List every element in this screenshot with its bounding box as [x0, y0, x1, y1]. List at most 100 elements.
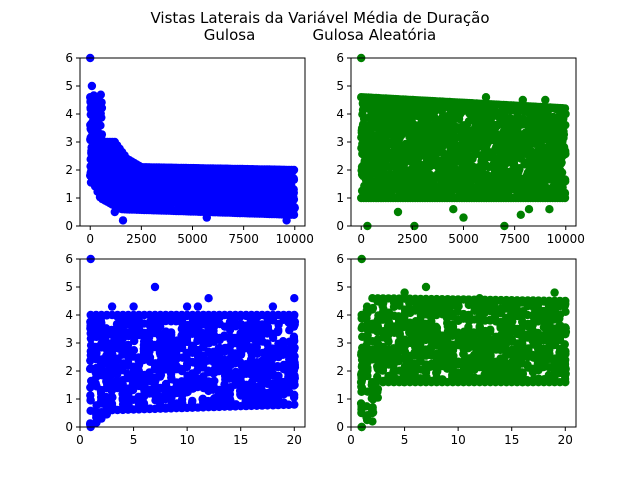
data-point — [90, 176, 100, 185]
data-point — [108, 393, 117, 402]
data-point — [225, 394, 234, 403]
x-tick-label: 0 — [357, 232, 365, 246]
data-point — [290, 400, 299, 409]
data-point — [556, 159, 566, 168]
y-tick-label: 1 — [65, 191, 73, 205]
data-point — [104, 157, 114, 166]
data-point — [429, 140, 439, 149]
data-point — [471, 146, 480, 155]
data-point — [91, 379, 100, 388]
data-point — [400, 123, 409, 133]
data-point — [422, 112, 431, 121]
y-tick-label: 1 — [336, 191, 344, 205]
data-point — [90, 109, 99, 119]
data-point — [177, 192, 186, 202]
data-point — [87, 167, 96, 177]
y-tick-label: 3 — [336, 135, 344, 149]
data-point — [558, 174, 568, 183]
y-tick-label: 4 — [65, 308, 73, 322]
data-point — [237, 191, 247, 200]
y-tick-label: 5 — [65, 280, 73, 294]
data-point — [408, 142, 417, 151]
data-point — [438, 148, 448, 157]
data-point — [432, 161, 442, 171]
y-tick-label: 0 — [336, 219, 344, 233]
x-tick-label: 10000 — [547, 232, 585, 246]
data-point — [357, 133, 366, 142]
data-point — [455, 133, 465, 142]
y-tick-label: 0 — [65, 420, 73, 434]
data-point — [393, 207, 403, 217]
x-tick-label: 7500 — [499, 232, 530, 246]
data-point — [118, 216, 128, 225]
data-point — [259, 194, 268, 203]
data-point — [290, 310, 299, 320]
data-point — [118, 163, 128, 172]
data-point — [94, 121, 103, 130]
data-point — [192, 184, 202, 193]
data-point — [421, 165, 430, 174]
data-point — [454, 123, 463, 133]
figure-subtitle: Gulosa Gulosa Aleatória — [203, 26, 437, 44]
y-tick-label: 1 — [65, 392, 73, 406]
data-point — [407, 127, 416, 136]
data-point — [290, 390, 299, 399]
data-point — [504, 119, 514, 128]
data-point — [278, 177, 288, 186]
x-tick-label: 10000 — [276, 232, 314, 246]
data-point — [559, 147, 569, 156]
data-point — [552, 181, 562, 190]
data-point — [393, 172, 403, 181]
data-point — [459, 163, 468, 173]
data-point — [176, 175, 186, 184]
data-point — [428, 131, 437, 140]
data-point — [391, 110, 400, 119]
data-point — [167, 330, 176, 339]
data-point — [110, 207, 120, 217]
data-point — [376, 168, 385, 177]
data-point — [552, 172, 561, 181]
data-point — [404, 150, 413, 159]
data-point — [459, 156, 468, 166]
data-point — [445, 165, 454, 175]
points-bottom-left — [85, 254, 300, 432]
data-point — [251, 186, 260, 195]
data-point — [558, 129, 567, 138]
data-point — [185, 189, 194, 198]
data-point — [516, 154, 525, 163]
data-point — [408, 158, 418, 168]
data-point — [262, 339, 272, 348]
data-point — [289, 165, 299, 175]
data-point — [182, 302, 192, 311]
data-point — [193, 174, 202, 184]
y-tick-label: 6 — [65, 51, 73, 65]
data-point — [541, 95, 550, 105]
data-point — [289, 381, 299, 390]
y-tick-label: 0 — [65, 219, 73, 233]
x-tick-label: 2500 — [397, 232, 428, 246]
data-point — [516, 210, 525, 219]
data-point — [416, 136, 426, 146]
data-point — [454, 114, 464, 124]
data-point — [534, 178, 543, 187]
data-point — [139, 399, 149, 408]
figure-title: Vistas Laterais da Variável Média de Dur… — [150, 9, 490, 27]
x-tick-label: 5000 — [448, 232, 479, 246]
data-point — [154, 173, 163, 183]
y-tick-label: 2 — [65, 163, 73, 177]
data-point — [474, 111, 483, 121]
data-point — [249, 194, 258, 204]
data-point — [215, 177, 224, 186]
data-point — [211, 196, 220, 205]
data-point — [90, 128, 99, 138]
data-point — [425, 148, 434, 157]
data-point — [286, 195, 295, 204]
data-point — [467, 164, 476, 173]
data-point — [407, 111, 416, 121]
data-point — [447, 112, 457, 121]
data-point — [362, 341, 371, 350]
data-point — [205, 189, 215, 198]
data-point — [486, 135, 495, 145]
